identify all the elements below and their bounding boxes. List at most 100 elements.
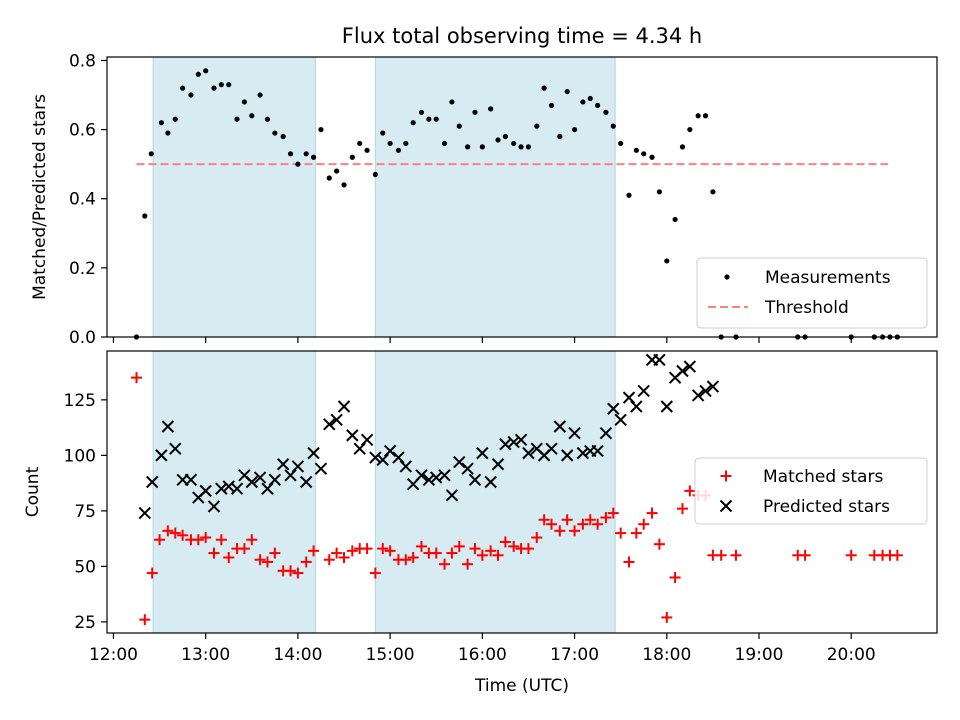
measurement-point xyxy=(387,140,393,147)
predicted-star-point xyxy=(576,446,590,460)
predicted-star-point xyxy=(491,458,505,471)
predicted-star-point-b xyxy=(307,446,320,460)
predicted-star-point-b xyxy=(491,458,505,471)
measurement-point xyxy=(148,151,154,157)
predicted-star-point xyxy=(169,442,182,455)
predicted-star-point xyxy=(337,400,351,413)
predicted-star-point xyxy=(346,429,359,442)
predicted-star-point xyxy=(323,418,336,431)
matched-star-point xyxy=(269,547,281,559)
matched-star-point xyxy=(569,525,581,537)
predicted-star-point xyxy=(560,449,574,462)
predicted-star-point xyxy=(415,469,428,482)
measurement-point xyxy=(180,85,186,91)
predicted-star-point-b xyxy=(215,482,228,495)
predicted-star-point xyxy=(230,482,244,495)
measurement-point xyxy=(687,126,693,133)
measurement-point xyxy=(564,88,570,95)
matched-star-point xyxy=(131,372,143,384)
predicted-star-point xyxy=(261,482,274,495)
predicted-star-point-b xyxy=(376,453,389,467)
measurement-point xyxy=(280,133,286,140)
bottom-y-tick-label: 100 xyxy=(64,446,96,466)
matched-star-point xyxy=(415,540,427,552)
matched-star-point xyxy=(377,543,389,555)
predicted-star-point-b xyxy=(261,482,274,495)
matched-star-point xyxy=(476,549,488,561)
predicted-star-point-b xyxy=(553,420,567,433)
chart-title: Flux total observing time = 4.34 h xyxy=(342,24,702,48)
top-y-axis-label: Matched/Predicted stars xyxy=(30,94,50,300)
predicted-star-point xyxy=(553,420,567,433)
matched-star-point xyxy=(369,567,381,579)
matched-star-point xyxy=(177,529,189,541)
measurement-point xyxy=(449,99,455,105)
bottom-axes-frame xyxy=(106,350,938,634)
matched-star-point xyxy=(799,549,811,561)
measurement-point xyxy=(165,130,171,136)
predicted-star-point-b xyxy=(514,433,528,447)
predicted-star-point-b xyxy=(346,429,359,442)
measurement-point xyxy=(456,123,462,129)
measurement-point xyxy=(472,109,478,115)
predicted-star-point xyxy=(330,413,343,427)
bottom-x-tick-label: 20:00 xyxy=(827,645,876,665)
matched-star-point xyxy=(308,545,320,557)
predicted-star-point-b xyxy=(155,449,168,462)
matched-star-point xyxy=(600,512,612,524)
predicted-star-point-b xyxy=(591,444,604,458)
measurement-point xyxy=(610,123,616,129)
legend-measurements-marker xyxy=(724,274,730,280)
measurement-point xyxy=(158,120,165,126)
measurement-point xyxy=(226,82,232,88)
predicted-star-point-b xyxy=(607,402,620,415)
predicted-star-point xyxy=(376,453,389,467)
matched-star-point xyxy=(208,547,220,559)
predicted-star-point-b xyxy=(253,471,267,484)
predicted-star-point-b xyxy=(207,500,221,513)
predicted-star-point xyxy=(461,462,474,475)
top-y-tick-label: 0.0 xyxy=(69,328,96,348)
predicted-star-point-b xyxy=(614,413,627,427)
measurement-point xyxy=(372,171,378,178)
measurement-point xyxy=(218,82,224,88)
predicted-star-point-b xyxy=(691,389,705,402)
bottom-shaded-interval xyxy=(374,350,616,634)
bottom-y-ticks: 25 50 75 100 125 xyxy=(64,391,107,633)
measurement-point xyxy=(618,140,624,147)
bottom-y-tick-label: 50 xyxy=(74,557,96,577)
predicted-star-point xyxy=(138,506,152,520)
matched-star-point xyxy=(453,540,465,552)
bottom-y-tick-label: 75 xyxy=(74,502,96,522)
predicted-star-point xyxy=(245,475,258,489)
predicted-star-point-b xyxy=(461,462,474,475)
predicted-star-point-b xyxy=(360,433,374,447)
matched-star-point xyxy=(254,554,266,566)
measurement-point xyxy=(334,168,340,174)
predicted-star-point-b xyxy=(499,438,512,451)
matched-star-point xyxy=(400,554,412,566)
predicted-star-point xyxy=(155,449,168,462)
legend-matched-marker xyxy=(720,470,732,482)
matched-star-point xyxy=(522,543,534,555)
measurement-point xyxy=(518,144,524,150)
predicted-star-point xyxy=(622,391,636,404)
predicted-star-point xyxy=(369,451,382,464)
top-y-tick-label: 0.2 xyxy=(69,259,96,279)
predicted-star-point-b xyxy=(530,442,543,455)
measurement-point xyxy=(203,68,209,74)
legend-predicted-marker-b xyxy=(719,499,733,513)
matched-star-point xyxy=(200,532,212,544)
measurement-point xyxy=(326,175,332,181)
measurement-point xyxy=(672,216,678,223)
predicted-star-point-b xyxy=(383,444,397,458)
measurement-point xyxy=(241,99,248,105)
predicted-star-point-b xyxy=(284,469,297,482)
predicted-star-point-b xyxy=(161,420,175,433)
matched-star-point xyxy=(554,525,566,537)
bottom-legend: Matched stars Predicted stars xyxy=(694,457,928,525)
matched-star-point xyxy=(169,527,181,539)
matched-star-point xyxy=(439,558,451,570)
matched-star-point xyxy=(499,536,511,548)
predicted-star-point-b xyxy=(676,364,689,378)
